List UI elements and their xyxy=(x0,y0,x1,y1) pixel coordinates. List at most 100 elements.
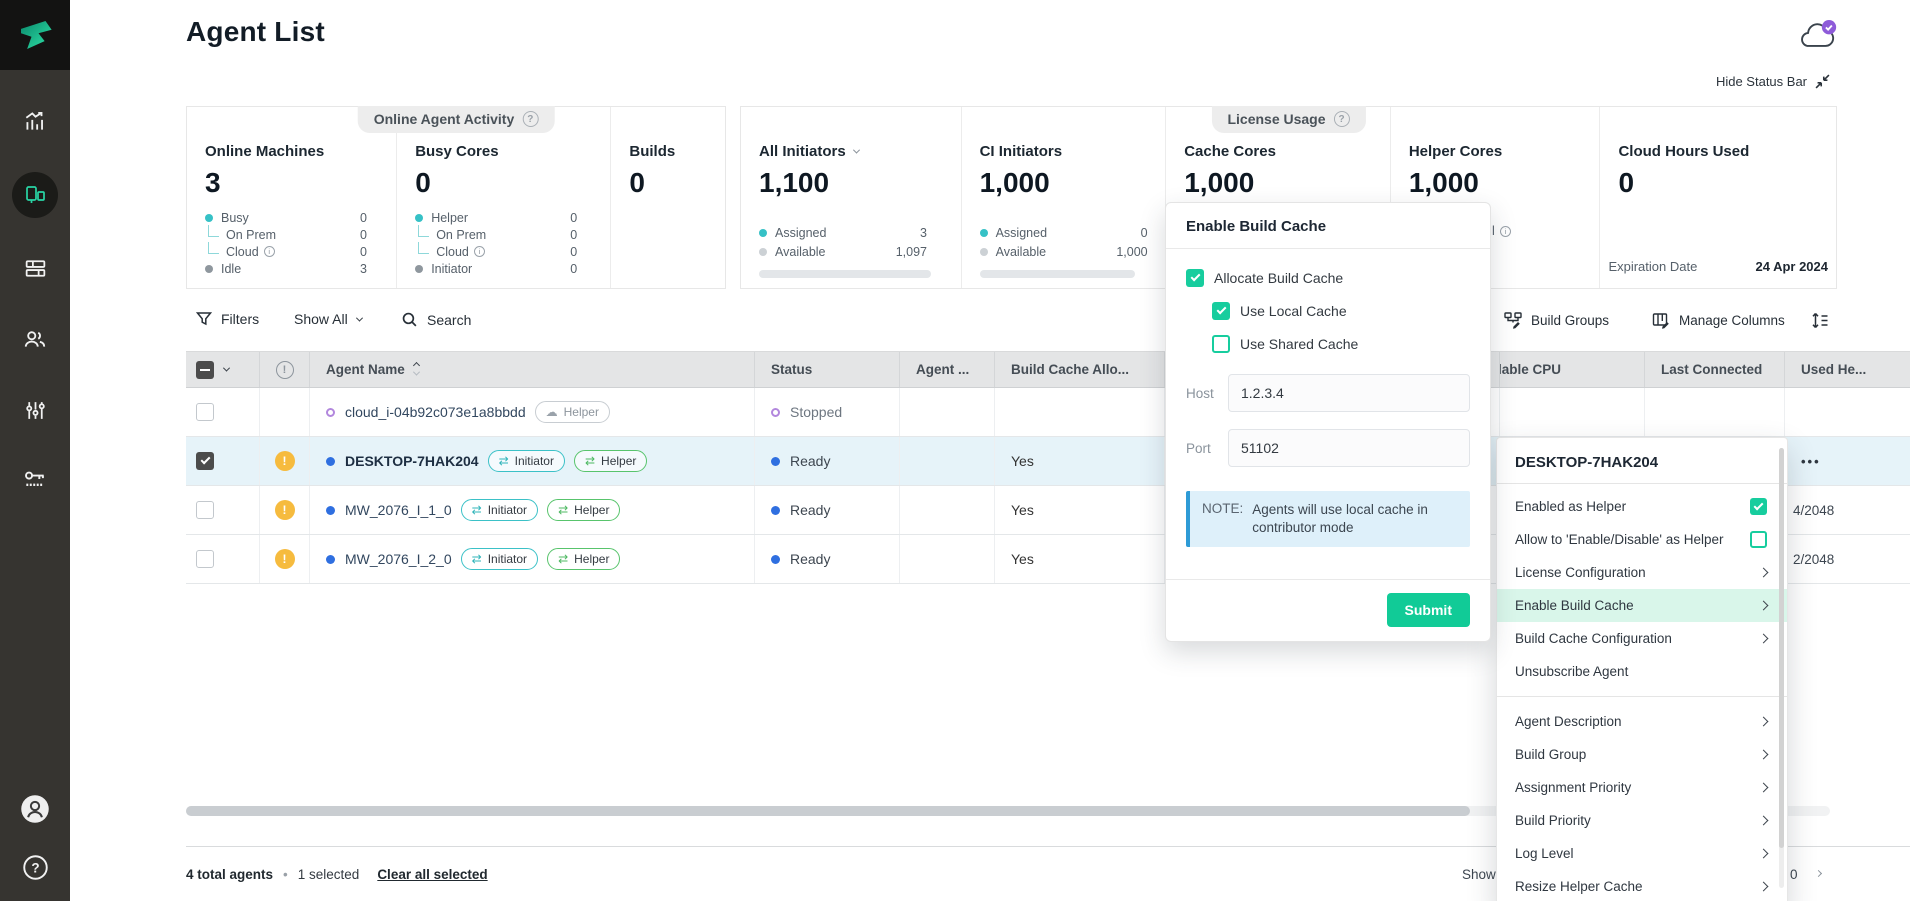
sidebar-item-license[interactable] xyxy=(0,468,70,494)
status-column-header[interactable]: Status xyxy=(755,352,900,387)
sort-order-button[interactable] xyxy=(1810,311,1830,330)
chevron-right-icon xyxy=(1758,749,1769,760)
select-all-header xyxy=(186,352,260,387)
sidebar-item-help[interactable]: ? xyxy=(0,854,70,881)
selection-menu-chevron-icon[interactable] xyxy=(222,364,231,372)
build-cache-column-header[interactable]: Build Cache Allo... xyxy=(995,352,1165,387)
menu-item-allow-enable-disable-helper[interactable]: Allow to 'Enable/Disable' as Helper xyxy=(1497,523,1787,556)
agent-name-link[interactable]: MW_2076_I_2_0 xyxy=(345,551,452,567)
menu-item-enabled-as-helper[interactable]: Enabled as Helper xyxy=(1497,490,1787,523)
menu-item-agent-description[interactable]: Agent Description xyxy=(1497,705,1787,738)
allocate-build-cache-option[interactable]: Allocate Build Cache xyxy=(1186,265,1470,291)
svg-text:?: ? xyxy=(31,860,39,875)
next-page-icon[interactable] xyxy=(1814,869,1823,878)
hidden-column-header xyxy=(1165,352,1500,387)
menu-scrollbar-thumb[interactable] xyxy=(1779,448,1784,848)
checkbox-unchecked-icon[interactable] xyxy=(1750,531,1767,548)
all-initiators-dropdown[interactable]: All Initiators xyxy=(759,143,947,160)
show-all-dropdown[interactable]: Show All xyxy=(294,311,363,327)
sidebar-item-builds[interactable] xyxy=(0,256,70,281)
select-all-checkbox[interactable] xyxy=(196,360,214,379)
sidebar-item-users[interactable] xyxy=(0,326,70,352)
menu-scrollbar xyxy=(1779,448,1784,888)
warning-icon[interactable]: ! xyxy=(274,500,295,520)
host-input[interactable] xyxy=(1228,374,1470,412)
initiator-pill: ⇄ Initiator xyxy=(460,499,539,521)
enable-build-cache-modal: Enable Build Cache Allocate Build Cache … xyxy=(1165,202,1491,643)
agent-status-dot xyxy=(326,456,335,466)
menu-item-resize-helper-cache[interactable]: Resize Helper Cache xyxy=(1497,870,1787,901)
checkbox-unchecked-icon[interactable] xyxy=(1212,335,1230,353)
agent-name-link[interactable]: MW_2076_I_1_0 xyxy=(345,502,452,518)
used-helper-value-fragment: 4/2048 xyxy=(1793,502,1835,518)
help-tooltip-icon[interactable]: ? xyxy=(1333,111,1350,127)
all-initiators-card: All Initiators 1,100 Assigned 3 Availabl… xyxy=(741,107,961,288)
chevron-right-icon xyxy=(1758,848,1769,859)
info-icon[interactable]: i xyxy=(473,246,485,257)
warning-icon[interactable]: ! xyxy=(274,451,295,471)
horizontal-scrollbar-thumb[interactable] xyxy=(186,806,1470,816)
info-icon[interactable]: i xyxy=(1499,225,1511,237)
cloud-status-button[interactable] xyxy=(1796,18,1840,54)
analytics-chart-icon xyxy=(25,111,43,130)
sort-icons[interactable] xyxy=(412,361,420,376)
row-checkbox-checked[interactable] xyxy=(196,452,214,470)
sidebar-item-settings[interactable] xyxy=(0,398,70,423)
incredibuild-logo[interactable] xyxy=(0,0,70,70)
modal-title: Enable Build Cache xyxy=(1166,203,1490,249)
port-input[interactable] xyxy=(1228,429,1470,467)
info-icon[interactable]: i xyxy=(263,246,275,257)
helper-pill: ⇄ Helper xyxy=(573,450,648,472)
warning-icon[interactable]: ! xyxy=(274,549,295,569)
chevron-right-icon xyxy=(1758,881,1769,892)
host-label: Host xyxy=(1186,385,1214,401)
helper-pill: ⇄ Helper xyxy=(547,499,621,521)
hide-status-bar-button[interactable]: Hide Status Bar xyxy=(1620,74,1830,89)
help-tooltip-icon[interactable]: ? xyxy=(522,111,539,127)
agent-context-menu: DESKTOP-7HAK204 Enabled as Helper Allow … xyxy=(1496,437,1788,901)
row-actions-kebab[interactable]: ••• xyxy=(1801,453,1821,469)
row-checkbox[interactable] xyxy=(196,550,214,568)
checkbox-checked-icon[interactable] xyxy=(1212,302,1230,320)
row-checkbox[interactable] xyxy=(196,403,214,421)
help-icon: ? xyxy=(22,855,48,880)
agent-name-column-header[interactable]: Agent Name xyxy=(310,352,755,387)
agent-column-header[interactable]: Agent ... xyxy=(900,352,995,387)
use-shared-cache-option[interactable]: Use Shared Cache xyxy=(1212,331,1470,357)
sidebar-item-analytics[interactable] xyxy=(0,108,70,134)
checkbox-checked-icon[interactable] xyxy=(1186,269,1204,287)
usage-bar xyxy=(979,270,1136,278)
context-menu-title: DESKTOP-7HAK204 xyxy=(1497,440,1787,484)
menu-item-build-priority[interactable]: Build Priority xyxy=(1497,804,1787,837)
build-groups-button[interactable]: Build Groups xyxy=(1504,311,1609,329)
agent-name-link[interactable]: DESKTOP-7HAK204 xyxy=(345,453,479,469)
port-label: Port xyxy=(1186,440,1211,456)
available-cpu-column-header[interactable]: Available CPU xyxy=(1500,352,1645,387)
sidebar-item-account[interactable] xyxy=(0,794,70,824)
agent-name-link[interactable]: cloud_i-04b92c073e1a8bbdd xyxy=(345,404,526,420)
row-checkbox[interactable] xyxy=(196,501,214,519)
menu-item-unsubscribe-agent[interactable]: Unsubscribe Agent xyxy=(1515,664,1629,679)
use-local-cache-option[interactable]: Use Local Cache xyxy=(1212,298,1470,324)
menu-item-license-configuration[interactable]: License Configuration xyxy=(1497,556,1787,589)
menu-item-build-cache-configuration[interactable]: Build Cache Configuration xyxy=(1497,622,1787,655)
chevron-down-icon xyxy=(355,314,363,322)
sidebar-item-agents[interactable] xyxy=(0,172,70,218)
truncated-label-fragment: l i xyxy=(1492,224,1511,238)
menu-item-enable-build-cache[interactable]: Enable Build Cache xyxy=(1497,589,1787,622)
filters-button[interactable]: Filters xyxy=(196,311,259,327)
clear-all-selected-link[interactable]: Clear all selected xyxy=(377,866,488,882)
manage-columns-button[interactable]: Manage Columns xyxy=(1652,311,1785,329)
checkbox-checked-icon[interactable] xyxy=(1750,498,1767,515)
search-button[interactable]: Search xyxy=(401,311,471,328)
submit-button[interactable]: Submit xyxy=(1386,593,1470,628)
menu-item-log-level[interactable]: Log Level xyxy=(1497,837,1787,870)
menu-item-build-group[interactable]: Build Group xyxy=(1497,738,1787,771)
online-machines-value: 3 xyxy=(205,167,221,198)
table-row[interactable]: cloud_i-04b92c073e1a8bbdd ☁ Helper Stopp… xyxy=(186,388,1910,437)
sort-desc-icon xyxy=(412,368,420,376)
last-connected-column-header[interactable]: Last Connected xyxy=(1645,352,1785,387)
used-helper-column-header[interactable]: Used He... xyxy=(1801,362,1867,377)
menu-item-assignment-priority[interactable]: Assignment Priority xyxy=(1497,771,1787,804)
